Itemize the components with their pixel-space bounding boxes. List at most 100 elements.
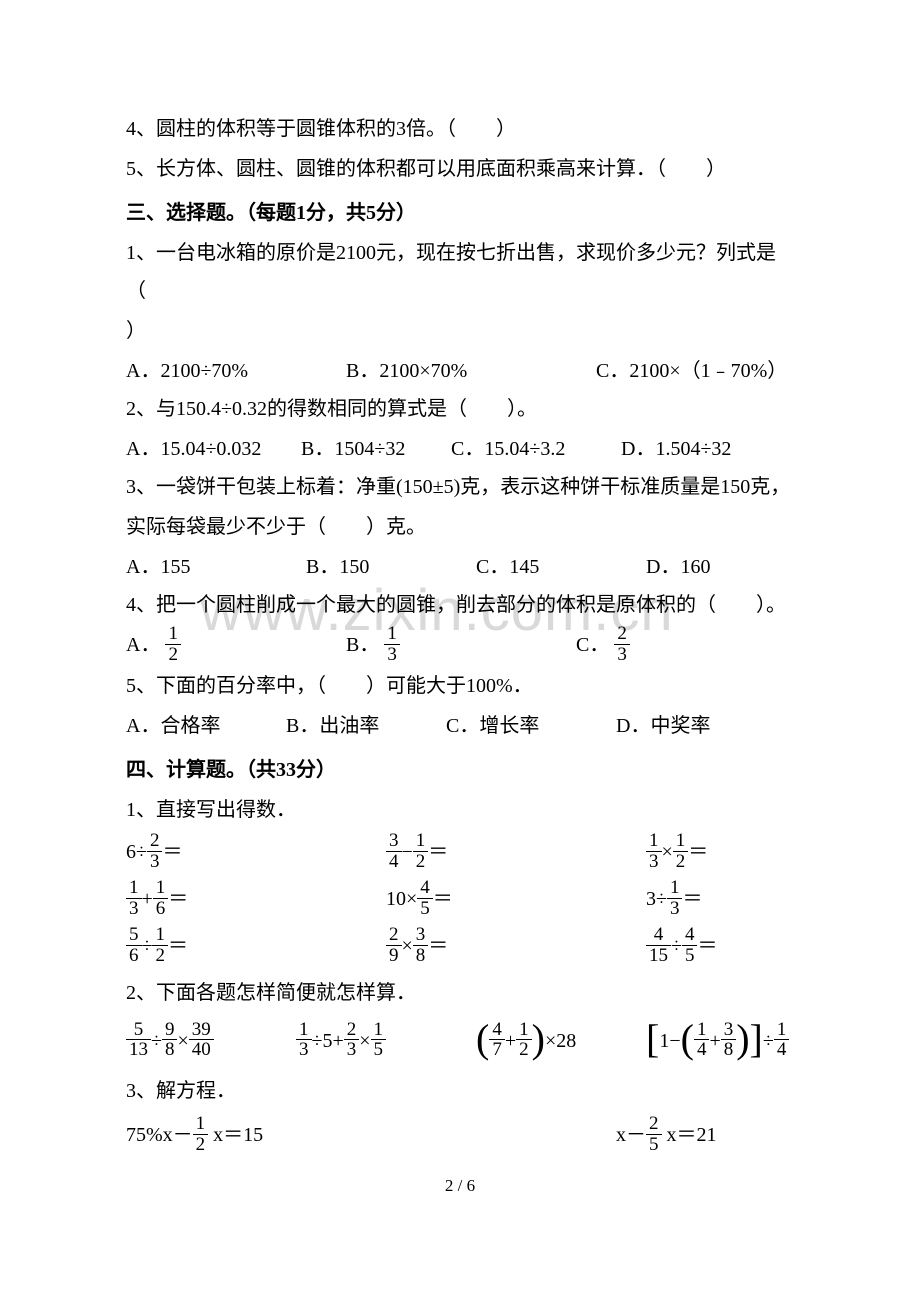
q5-opt-b: B．出油率 — [286, 707, 446, 745]
q1-stem-b: ） — [126, 312, 794, 350]
calc-sub-2: 2、下面各题怎样简便就怎样算． — [126, 974, 794, 1012]
txt: 3÷ — [646, 888, 667, 910]
calc-r1-c1: 6÷23＝ — [126, 833, 386, 874]
q2-opt-c: C．15.04÷3.2 — [451, 430, 621, 468]
q2-options: A．15.04÷0.032 B．1504÷32 C．15.04÷3.2 D．1.… — [126, 430, 794, 468]
calc-r2-c3: 3÷13＝ — [646, 880, 794, 921]
q3-opt-a: A．155 — [126, 548, 306, 586]
den: 6 — [153, 899, 169, 919]
simplify-row: 513÷98×3940 13÷5+23×15 (47+12)×28 [1−(14… — [126, 1022, 794, 1063]
calc-r3-c3: 415÷45＝ — [646, 927, 794, 968]
den: 2 — [673, 852, 689, 872]
txt: 10× — [386, 888, 417, 910]
num: 4 — [682, 925, 698, 946]
q2-opt-b: B．1504÷32 — [301, 430, 451, 468]
txt: x－ — [616, 1124, 646, 1146]
q2-stem: 2、与150.4÷0.32的得数相同的算式是（ ）。 — [126, 390, 794, 428]
fraction-icon: 14 — [694, 1020, 710, 1061]
q4-options: A． 12 B． 13 C． 23 — [126, 626, 794, 667]
mental-calc-grid: 6÷23＝ 34−12＝ 13×12＝ 13+16＝ 10×45＝ 3÷13＝ … — [126, 833, 794, 968]
fraction-icon: 16 — [153, 878, 169, 919]
tf-item-4: 4、圆柱的体积等于圆锥体积的3倍。（ ） — [126, 110, 794, 148]
q4-opt-a: A． 12 — [126, 626, 346, 667]
bracket-right-icon: ] — [750, 1019, 763, 1059]
simp-1: 513÷98×3940 — [126, 1022, 296, 1063]
simp-3: (47+12)×28 — [476, 1022, 646, 1063]
q5-options: A．合格率 B．出油率 C．增长率 D．中奖率 — [126, 707, 794, 745]
den: 13 — [126, 1040, 151, 1060]
den: 8 — [162, 1040, 178, 1060]
txt: ＝ — [162, 841, 182, 863]
den: 3 — [667, 899, 683, 919]
den: 3 — [344, 1040, 360, 1060]
q5-stem: 5、下面的百分率中，（ ）可能大于100%． — [126, 667, 794, 705]
q4-c-label: C． — [576, 634, 609, 656]
calc-sub-1: 1、直接写出得数． — [126, 791, 794, 829]
num: 1 — [694, 1020, 710, 1041]
den: 2 — [165, 645, 181, 665]
txt: 1− — [659, 1030, 680, 1052]
paren-left-icon: ( — [476, 1019, 489, 1059]
den: 9 — [386, 946, 402, 966]
num: 4 — [489, 1020, 505, 1041]
den: 3 — [296, 1040, 312, 1060]
txt: ＝ — [428, 841, 448, 863]
den: 5 — [417, 899, 433, 919]
den: 40 — [189, 1040, 214, 1060]
num: 1 — [413, 831, 429, 852]
op: × — [177, 1030, 188, 1052]
q2-opt-a: A．15.04÷0.032 — [126, 430, 301, 468]
num: 1 — [152, 925, 168, 946]
txt: ＝ — [168, 935, 188, 957]
num: 2 — [646, 1114, 662, 1135]
q5-opt-a: A．合格率 — [126, 707, 286, 745]
txt: ＝ — [168, 888, 188, 910]
calc-r2-c1: 13+16＝ — [126, 880, 386, 921]
op: ÷5+ — [312, 1030, 344, 1052]
num: 1 — [673, 831, 689, 852]
q3-stem-b: 实际每袋最少不少于（ ）克。 — [126, 508, 794, 546]
den: 3 — [384, 645, 400, 665]
calc-r2-c2: 10×45＝ — [386, 880, 646, 921]
q1-stem-a: 1、一台电冰箱的原价是2100元，现在按七折出售，求现价多少元？列式是（ — [126, 234, 794, 310]
num: 1 — [296, 1020, 312, 1041]
fraction-icon: 47 — [489, 1020, 505, 1061]
fraction-icon: 25 — [646, 1114, 662, 1155]
fraction-icon: 13 — [126, 878, 142, 919]
den: 3 — [126, 899, 142, 919]
op: ÷ — [763, 1030, 774, 1052]
num: 3 — [386, 831, 402, 852]
num: 1 — [384, 624, 400, 645]
txt: ＝ — [433, 888, 453, 910]
paren-left-icon: ( — [681, 1019, 694, 1059]
fraction-icon: 23 — [147, 831, 163, 872]
op: × — [662, 841, 673, 863]
num: 4 — [417, 878, 433, 899]
fraction-icon: 12 — [165, 624, 181, 665]
den: 2 — [516, 1040, 532, 1060]
num: 39 — [189, 1020, 214, 1041]
calc-r1-c3: 13×12＝ — [646, 833, 794, 874]
q4-opt-c: C． 23 — [576, 626, 630, 667]
equations-row: 75%x－12 x＝15 x－25 x＝21 — [126, 1116, 794, 1157]
section-3-title: 三、选择题。（每题1分，共5分） — [126, 194, 794, 232]
q4-a-label: A． — [126, 634, 160, 656]
num: 2 — [344, 1020, 360, 1041]
q3-stem-a: 3、一袋饼干包装上标着：净重(150±5)克，表示这种饼干标准质量是150克， — [126, 468, 794, 506]
simp-2: 13÷5+23×15 — [296, 1022, 476, 1063]
num: 1 — [646, 831, 662, 852]
num: 5 — [126, 925, 142, 946]
q1-opt-c: C．2100×（1﹣70%） — [596, 352, 787, 390]
fraction-icon: 13 — [646, 831, 662, 872]
txt: x＝15 — [208, 1124, 263, 1146]
txt: ＝ — [688, 841, 708, 863]
num: 1 — [371, 1020, 387, 1041]
den: 2 — [193, 1135, 209, 1155]
den: 3 — [614, 645, 630, 665]
fraction-icon: 38 — [413, 925, 429, 966]
q3-options: A．155 B．150 C．145 D．160 — [126, 548, 794, 586]
fraction-icon: 513 — [126, 1020, 151, 1061]
q3-opt-d: D．160 — [646, 548, 710, 586]
fraction-icon: 56 — [126, 925, 142, 966]
bracket-left-icon: [ — [646, 1019, 659, 1059]
